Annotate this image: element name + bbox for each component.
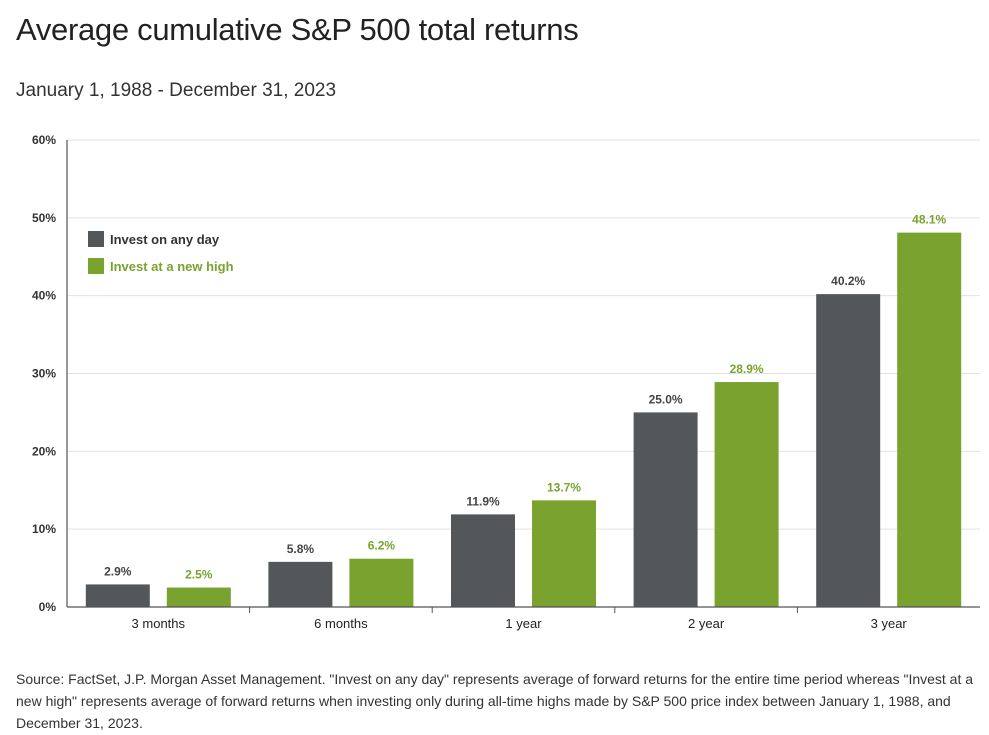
- legend-label: Invest on any day: [110, 232, 220, 247]
- x-category-label: 3 months: [132, 616, 186, 631]
- bar-invest-at-new-high: [897, 232, 962, 607]
- bar-value-label: 13.7%: [547, 480, 581, 494]
- y-tick-label: 20%: [32, 444, 56, 458]
- bars: [85, 232, 962, 607]
- bar-invest-at-new-high: [714, 382, 779, 607]
- bar-value-label: 2.5%: [185, 568, 213, 582]
- y-axis-ticks: 0% 10% 20% 30% 40% 50% 60%: [32, 133, 56, 614]
- x-category-label: 6 months: [314, 616, 368, 631]
- bar-invest-on-any-day: [816, 294, 881, 607]
- x-category-label: 2 year: [688, 616, 725, 631]
- chart-title: Average cumulative S&P 500 total returns: [16, 12, 579, 47]
- x-category-label: 1 year: [505, 616, 542, 631]
- bar-invest-on-any-day: [268, 561, 333, 607]
- y-tick-label: 60%: [32, 133, 56, 147]
- y-tick-label: 40%: [32, 289, 56, 303]
- y-tick-label: 30%: [32, 367, 56, 381]
- chart-subtitle: January 1, 1988 - December 31, 2023: [16, 80, 337, 101]
- y-tick-label: 10%: [32, 522, 56, 536]
- bar-value-label: 28.9%: [730, 362, 764, 376]
- bar-value-label: 40.2%: [831, 274, 865, 288]
- bar-value-label: 6.2%: [368, 539, 396, 553]
- legend-swatch: [88, 258, 104, 274]
- x-axis-categories: 3 months 6 months 1 year 2 year 3 year: [132, 607, 908, 631]
- legend: Invest on any day Invest at a new high: [88, 231, 234, 274]
- bar-invest-at-new-high: [349, 558, 414, 607]
- bar-invest-on-any-day: [633, 412, 698, 607]
- source-note: Source: FactSet, J.P. Morgan Asset Manag…: [16, 671, 974, 731]
- value-labels: 2.9% 2.5% 5.8% 6.2% 11.9% 13.7% 25.0% 28.9% 40.2…: [104, 213, 946, 582]
- y-tick-label: 0%: [39, 600, 57, 614]
- bar-invest-at-new-high: [166, 587, 231, 607]
- bar-value-label: 25.0%: [649, 392, 683, 406]
- bar-value-label: 48.1%: [912, 213, 946, 227]
- bar-chart: 0% 10% 20% 30% 40% 50% 60% 2.9% 2.5% 5.8% 6.2% 11.…: [32, 133, 980, 631]
- bar-value-label: 5.8%: [287, 542, 315, 556]
- axes: [66, 140, 980, 608]
- legend-swatch: [88, 231, 104, 247]
- bar-invest-on-any-day: [451, 514, 515, 607]
- bar-value-label: 2.9%: [104, 564, 132, 578]
- y-tick-label: 50%: [32, 211, 56, 225]
- bar-invest-at-new-high: [532, 500, 596, 607]
- bar-value-label: 11.9%: [466, 494, 500, 508]
- x-category-label: 3 year: [871, 616, 908, 631]
- bar-invest-on-any-day: [85, 584, 150, 607]
- legend-label: Invest at a new high: [110, 259, 234, 274]
